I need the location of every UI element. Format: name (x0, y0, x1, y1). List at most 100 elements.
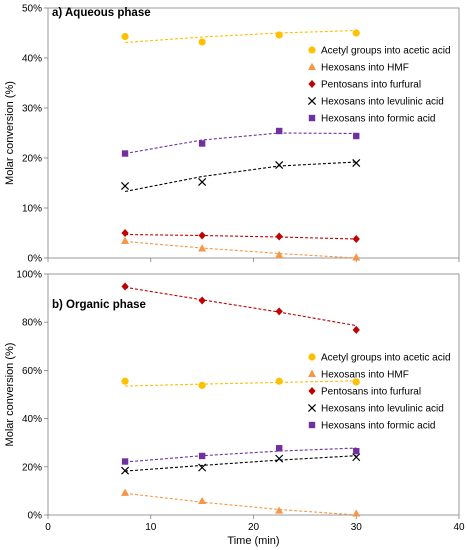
x-tick-label: 0 (45, 522, 51, 533)
data-point (352, 509, 361, 517)
data-point (275, 445, 283, 452)
legend-label: Pentosans into furfural (321, 387, 421, 398)
data-point (275, 232, 283, 241)
legend-label: Hexosans into HMF (321, 370, 409, 381)
x-marker-stroke (352, 453, 361, 462)
data-point (121, 150, 129, 157)
x-tick-label: 20 (248, 522, 260, 533)
y-tick-label: 20% (22, 462, 42, 473)
data-point (121, 229, 129, 237)
panel-title: b) Organic phase (52, 299, 146, 311)
data-point (275, 307, 283, 316)
series-triangle (121, 488, 361, 517)
y-tick-label: 0% (28, 511, 43, 522)
legend-label: Hexosans into formic acid (321, 421, 436, 432)
x-marker-stroke (121, 181, 130, 191)
series-x (121, 453, 361, 475)
series-triangle (121, 236, 361, 261)
data-point (275, 454, 284, 463)
x-marker-stroke (352, 158, 361, 168)
trend-line (125, 286, 357, 327)
y-tick-label: 80% (22, 318, 42, 329)
legend-label: Hexosans into levulinic acid (321, 404, 444, 415)
data-point (121, 458, 129, 465)
legend-marker (308, 387, 316, 395)
data-point (198, 463, 207, 472)
x-marker-stroke (198, 177, 207, 187)
series-circle (121, 29, 360, 46)
data-point (121, 181, 130, 191)
x-marker-stroke (307, 403, 317, 413)
trend-line (125, 233, 357, 240)
x-marker-stroke (275, 454, 284, 463)
trend-line (125, 447, 357, 463)
data-point (198, 231, 206, 240)
y-axis-title: Molar conversion (%) (4, 343, 16, 447)
x-marker-stroke (121, 466, 130, 475)
data-point (352, 378, 360, 386)
legend-marker (308, 114, 316, 122)
series-square (121, 445, 360, 465)
y-tick-label: 0% (28, 254, 43, 265)
panel-organic-phase: 0% 20% 40% 60% 80% 100% 0 10 20 30 40 Molar convers… (4, 270, 465, 534)
trend-line (125, 240, 357, 259)
data-point (275, 31, 283, 39)
data-point (352, 325, 360, 334)
data-point (275, 160, 284, 170)
data-point (198, 244, 207, 252)
legend-marker (308, 62, 316, 70)
legend-marker (308, 46, 316, 54)
x-tick-label: 40 (453, 522, 465, 533)
y-tick-label: 100% (16, 270, 42, 281)
legend-marker (308, 369, 316, 377)
legend-label: Hexosans into levulinic acid (321, 97, 444, 108)
data-point (121, 32, 129, 41)
trend-line (125, 380, 357, 387)
data-point (275, 127, 283, 135)
legend-marker (307, 96, 317, 106)
trend-line (125, 455, 357, 472)
legend-label: Hexosans into formic acid (321, 114, 436, 125)
data-point (352, 158, 361, 168)
trend-line (125, 29, 357, 44)
legend-marker (308, 421, 316, 429)
data-point (352, 235, 360, 243)
legend-label: Hexosans into HMF (321, 63, 409, 74)
legend-marker (308, 353, 316, 361)
series-circle (121, 377, 360, 389)
data-point (198, 38, 206, 46)
series-diamond (121, 229, 360, 243)
y-axis-title: Molar conversion (%) (4, 81, 16, 185)
x-tick-label: 30 (351, 522, 363, 533)
legend-label: Pentosans into furfural (321, 80, 421, 91)
data-point (121, 466, 130, 475)
data-point (353, 132, 360, 140)
series-square (121, 127, 360, 157)
data-point (353, 447, 360, 455)
series-diamond (121, 282, 360, 334)
y-tick-label: 60% (22, 366, 42, 377)
data-point (198, 496, 207, 505)
data-point (121, 236, 130, 244)
data-point (275, 506, 284, 514)
data-point (352, 29, 360, 37)
panel-title: a) Aqueous phase (52, 7, 151, 19)
trend-line (124, 161, 357, 193)
data-point (198, 452, 206, 460)
data-point (121, 377, 129, 385)
y-tick-label: 20% (22, 154, 42, 165)
x-axis-title: Time (min) (227, 535, 279, 547)
data-point (198, 140, 206, 147)
legend-label: Acetyl groups into acetic acid (321, 353, 451, 364)
data-point (121, 488, 130, 496)
legend: Acetyl groups into acetic acid Hexosans i… (307, 46, 451, 125)
trend-line (125, 132, 357, 155)
y-tick-label: 50% (22, 4, 42, 15)
y-tick-label: 30% (22, 104, 42, 115)
legend: Acetyl groups into acetic acid Hexosans i… (307, 353, 451, 432)
x-marker-stroke (307, 96, 317, 106)
legend-marker (307, 403, 317, 413)
trend-line (125, 492, 357, 516)
y-tick-label: 40% (22, 414, 42, 425)
